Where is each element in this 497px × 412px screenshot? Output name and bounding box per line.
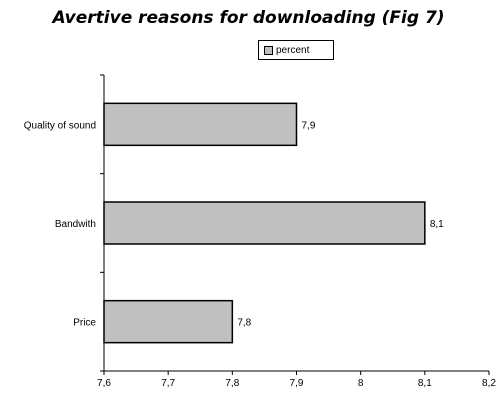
x-tick-label: 8 <box>358 378 364 389</box>
chart-title: Avertive reasons for downloading (Fig 7) <box>52 8 445 28</box>
x-tick-label: 8,2 <box>482 378 496 389</box>
data-label: 7,9 <box>302 120 316 131</box>
category-label: Price <box>73 318 96 329</box>
x-tick-label: 7,8 <box>225 378 239 389</box>
x-tick-label: 8,1 <box>418 378 432 389</box>
x-tick-label: 7,6 <box>97 378 111 389</box>
category-label: Quality of sound <box>24 120 96 131</box>
x-tick-label: 7,9 <box>290 378 304 389</box>
legend: percent <box>258 40 334 60</box>
bar <box>103 201 426 245</box>
legend-label: percent <box>276 44 310 56</box>
bar <box>103 299 234 344</box>
x-tick-label: 7,7 <box>161 378 175 389</box>
bar <box>103 102 298 147</box>
category-label: Bandwith <box>55 219 96 230</box>
data-label: 8,1 <box>430 219 444 230</box>
legend-swatch <box>264 45 273 55</box>
data-label: 7,8 <box>237 318 251 329</box>
